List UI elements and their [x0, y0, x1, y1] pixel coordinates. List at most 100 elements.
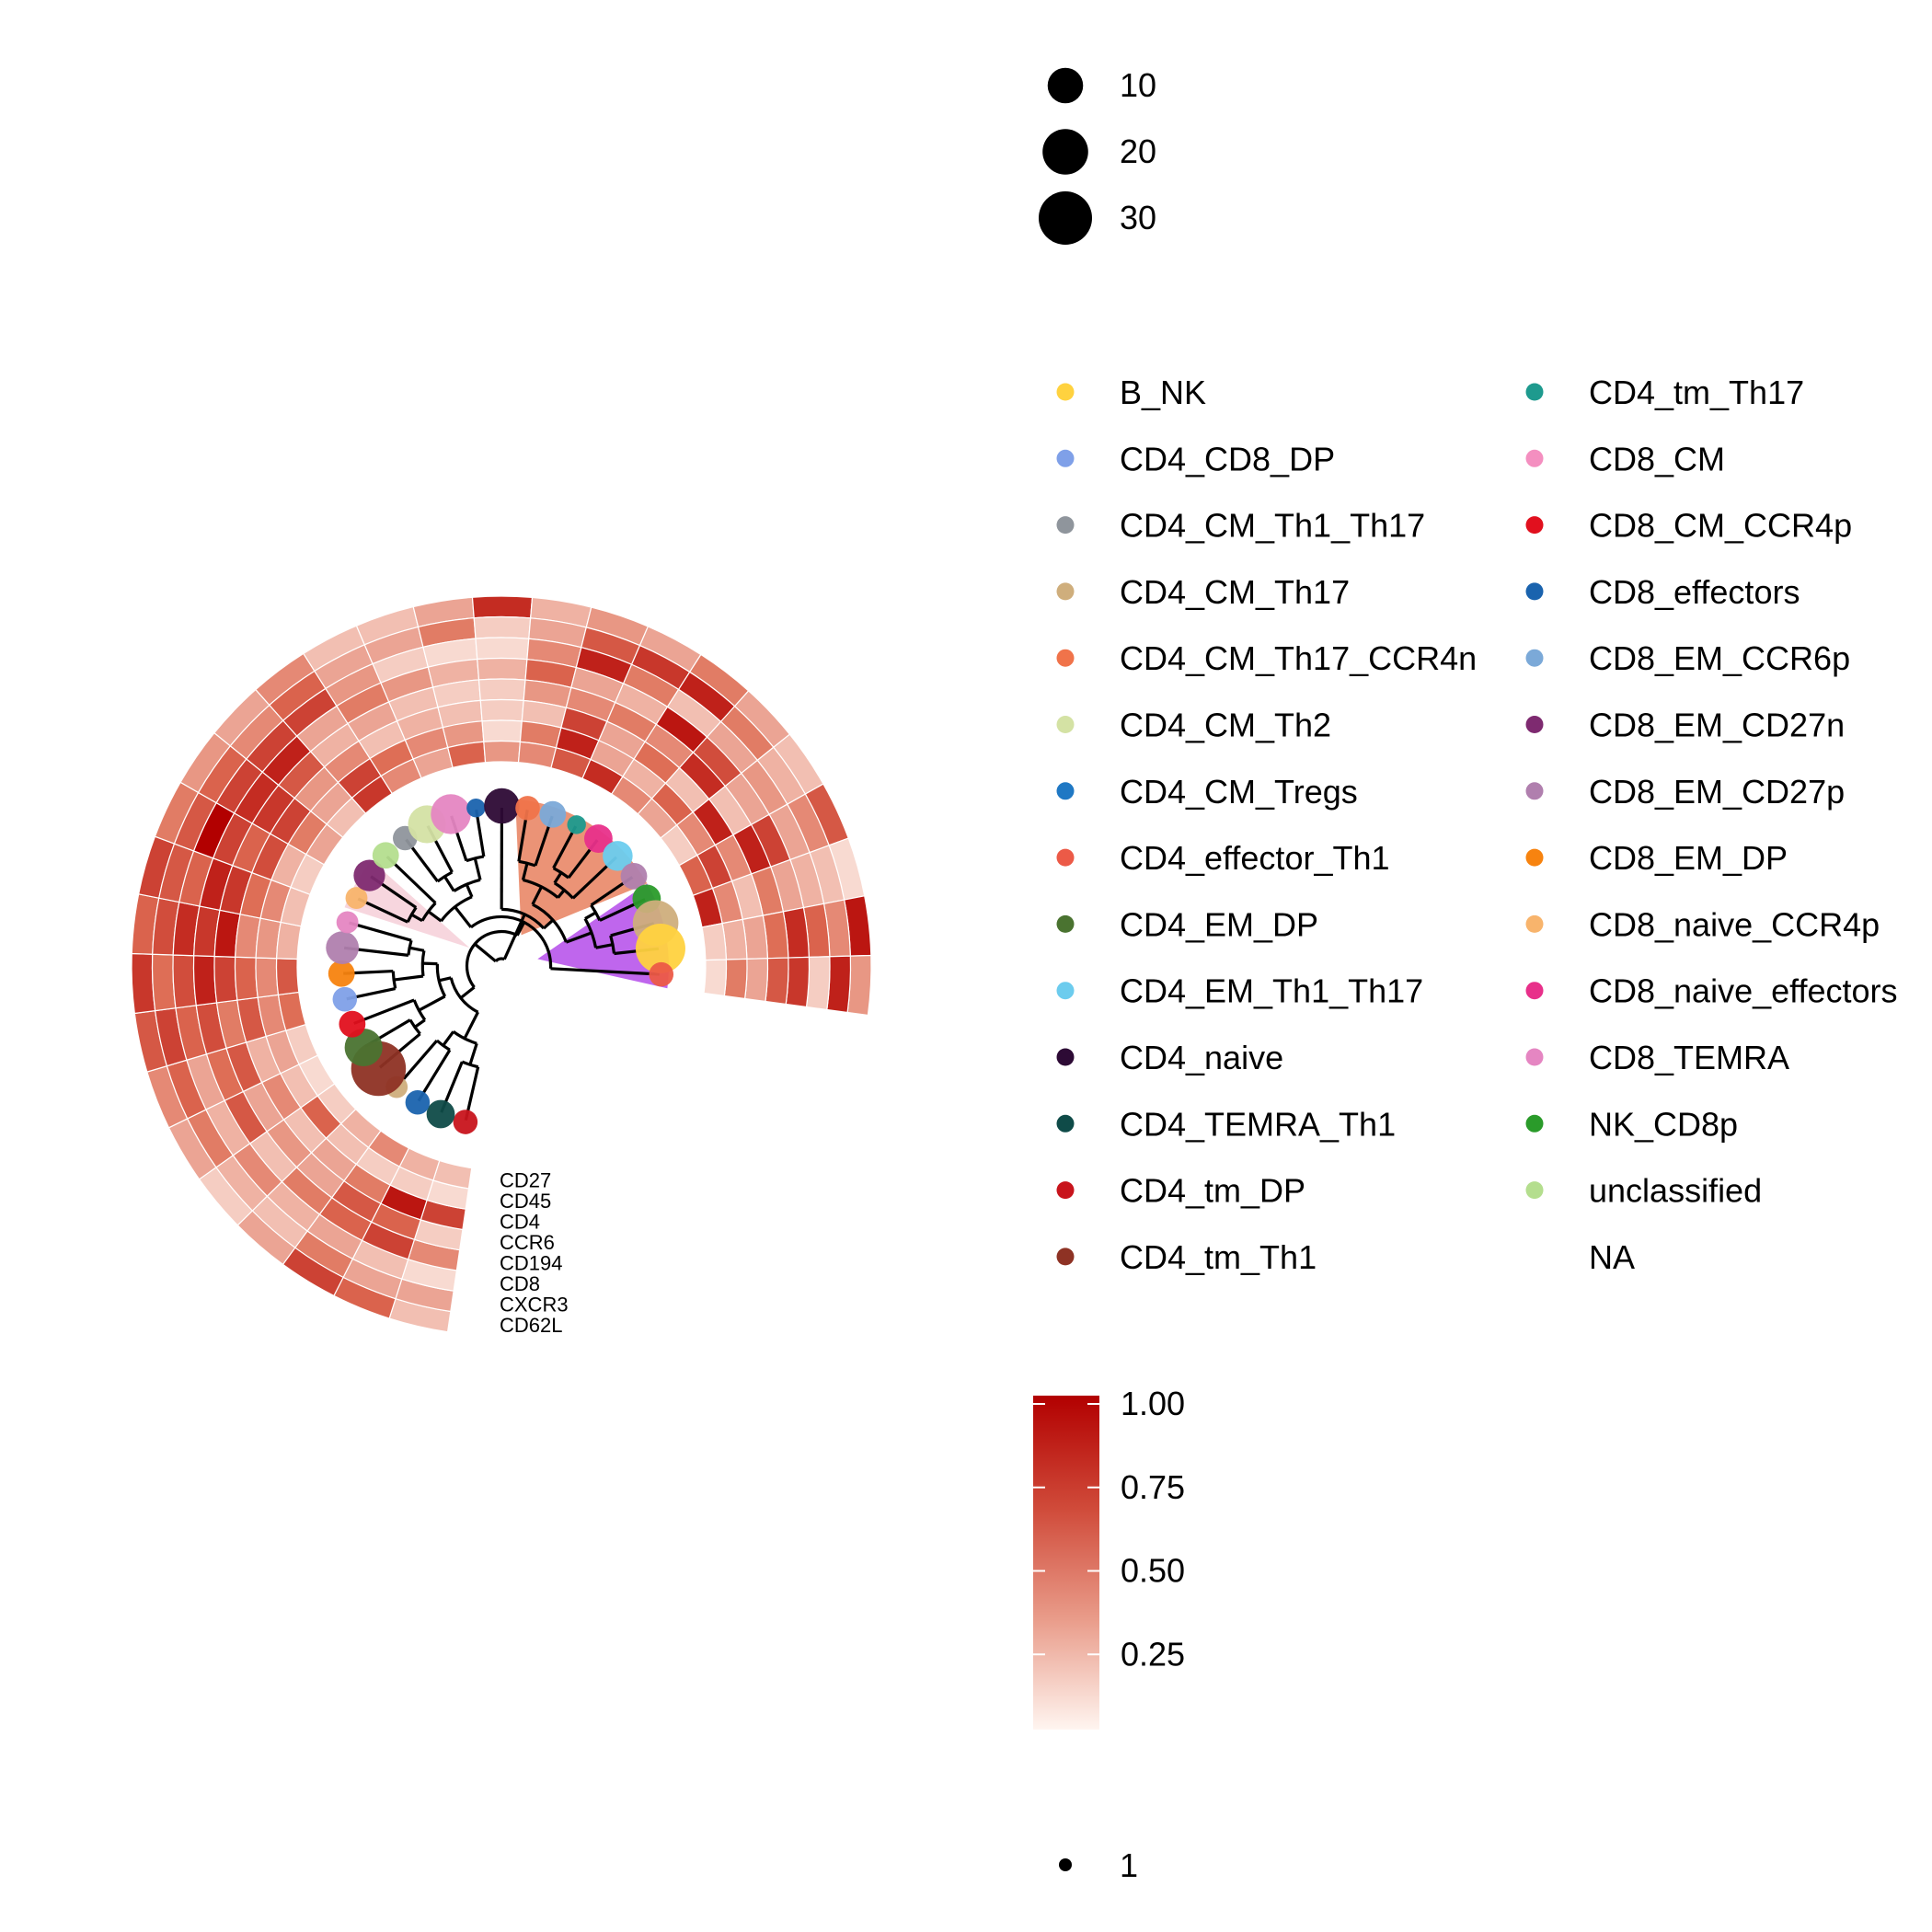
heatmap-cell — [151, 953, 177, 1012]
bottom-legend-label: 1 — [1120, 1846, 1138, 1884]
heatmap-cell — [255, 957, 280, 998]
population-legend-dot — [1525, 649, 1544, 667]
heatmap-cell — [785, 956, 811, 1008]
population-legend-label: B_NK — [1120, 374, 1206, 411]
heatmap-cell — [172, 954, 197, 1009]
cluster-tip-point — [328, 960, 355, 987]
heatmap-cell — [481, 719, 523, 742]
cluster-tip-point — [332, 986, 358, 1012]
tree-branch — [502, 914, 526, 960]
population-legend-label: CD4_CM_Th17_CCR4n — [1120, 639, 1477, 677]
population-legend-label: CD4_CM_Th1_Th17 — [1120, 507, 1425, 545]
heatmap-cell — [805, 956, 831, 1011]
cluster-tip-point — [426, 1099, 455, 1129]
tree-branch — [565, 931, 592, 944]
tree-branch — [553, 871, 563, 884]
cluster-tip-point — [344, 1028, 383, 1067]
colorbar-gradient — [1033, 1396, 1099, 1730]
tree-branch — [557, 889, 566, 899]
population-legend-dot — [1525, 516, 1544, 535]
cluster-tip-point — [345, 887, 368, 910]
colorbar-legend: 0.25 0.50 0.75 1.00 — [1033, 1385, 1185, 1730]
population-legend-label: CD4_CM_Th2 — [1120, 707, 1331, 744]
tree-branch — [584, 911, 597, 920]
heatmap-cell — [743, 958, 769, 1003]
heatmap-cell — [473, 615, 532, 639]
tree-branch — [408, 1018, 421, 1035]
heatmap-cell — [703, 959, 728, 997]
population-legend-dot — [1056, 716, 1075, 733]
heatmap-cell — [192, 955, 218, 1006]
population-legend-label: CD8_naive_CCR4p — [1589, 905, 1880, 943]
marker-label: CD4 — [500, 1210, 540, 1233]
tree-branch — [595, 943, 614, 949]
population-legend-dot — [1525, 1181, 1544, 1200]
population-legend-dot — [1056, 982, 1075, 1000]
marker-label: CD45 — [500, 1190, 551, 1213]
cluster-tip-point — [539, 800, 567, 828]
heatmap-cell — [723, 958, 748, 1000]
tree-branch — [418, 995, 446, 1012]
cluster-tip-point — [339, 1010, 366, 1038]
population-legend-dot — [1525, 582, 1544, 601]
population-legend-dot — [1056, 1181, 1075, 1200]
colorbar-tick-label: 0.75 — [1121, 1468, 1185, 1506]
heatmap-cell — [826, 955, 852, 1014]
cluster-tip-point — [466, 799, 486, 818]
size-legend-label: 30 — [1120, 199, 1156, 236]
clade-highlight — [515, 799, 648, 936]
cluster-tip-point — [515, 796, 540, 821]
population-legend-dot — [1056, 782, 1075, 800]
population-legend-label: CD4_TEMRA_Th1 — [1120, 1105, 1396, 1143]
tree-branch — [552, 825, 578, 869]
cluster-tip-points — [326, 788, 685, 1134]
tree-branch — [531, 886, 543, 905]
population-legend: B_NK CD4_CD8_DP CD4_CM_Th1_Th17 CD4_CM_Th17… — [1056, 374, 1898, 1276]
tree-branch — [349, 921, 412, 942]
cluster-tip-point — [584, 824, 613, 853]
tree-branch — [473, 857, 482, 880]
heatmap-cell — [234, 956, 259, 1001]
population-legend-label: CD8_effectors — [1589, 573, 1800, 611]
population-legend-label: CD8_EM_DP — [1589, 839, 1788, 877]
population-legend-label: CD8_EM_CD27n — [1589, 707, 1845, 744]
population-legend-dot — [1056, 516, 1075, 535]
population-legend-label: CD4_CD8_DP — [1120, 440, 1335, 477]
tree-branch — [438, 976, 452, 983]
cluster-tip-point — [336, 911, 359, 934]
tree-branch — [435, 1039, 451, 1052]
colorbar-tick-label: 0.50 — [1121, 1552, 1185, 1590]
heatmap-cell — [276, 921, 302, 960]
tree-branch — [391, 971, 397, 989]
population-legend-dot — [1525, 716, 1544, 733]
size-legend-label: 10 — [1120, 66, 1156, 104]
population-legend-dot — [1525, 383, 1544, 401]
population-legend-label: CD8_CM — [1589, 440, 1725, 477]
cluster-tip-point — [372, 842, 399, 869]
colorbar-tick-label: 0.25 — [1121, 1635, 1185, 1673]
population-legend-label: CD8_CM_CCR4p — [1589, 507, 1852, 545]
marker-label: CXCR3 — [500, 1293, 569, 1316]
tree-branch — [454, 905, 473, 928]
size-legend-dot — [1042, 129, 1088, 175]
tree-branch — [475, 809, 486, 857]
tree-branch — [550, 967, 660, 976]
population-legend-dot — [1525, 449, 1544, 467]
population-legend-dot — [1056, 1048, 1075, 1066]
population-legend-label: CD4_naive — [1120, 1039, 1283, 1076]
population-legend-dot — [1056, 649, 1075, 667]
bottom-legend-dot — [1059, 1858, 1072, 1871]
marker-label: CD8 — [500, 1272, 540, 1295]
population-legend-dot — [1525, 782, 1544, 800]
tree-branch — [461, 1060, 479, 1069]
clade-highlight — [537, 883, 669, 989]
tree-branch — [393, 974, 424, 982]
population-legend-dot — [1056, 449, 1075, 467]
tree-branch — [583, 917, 598, 949]
tree-branch — [459, 985, 476, 999]
population-legend-label: CD4_CM_Th17 — [1120, 573, 1350, 611]
tree-branch — [521, 862, 529, 880]
bottom-size-legend: 1 — [1059, 1846, 1138, 1884]
heatmap-cell — [479, 698, 524, 722]
tree-branch — [412, 999, 427, 1021]
